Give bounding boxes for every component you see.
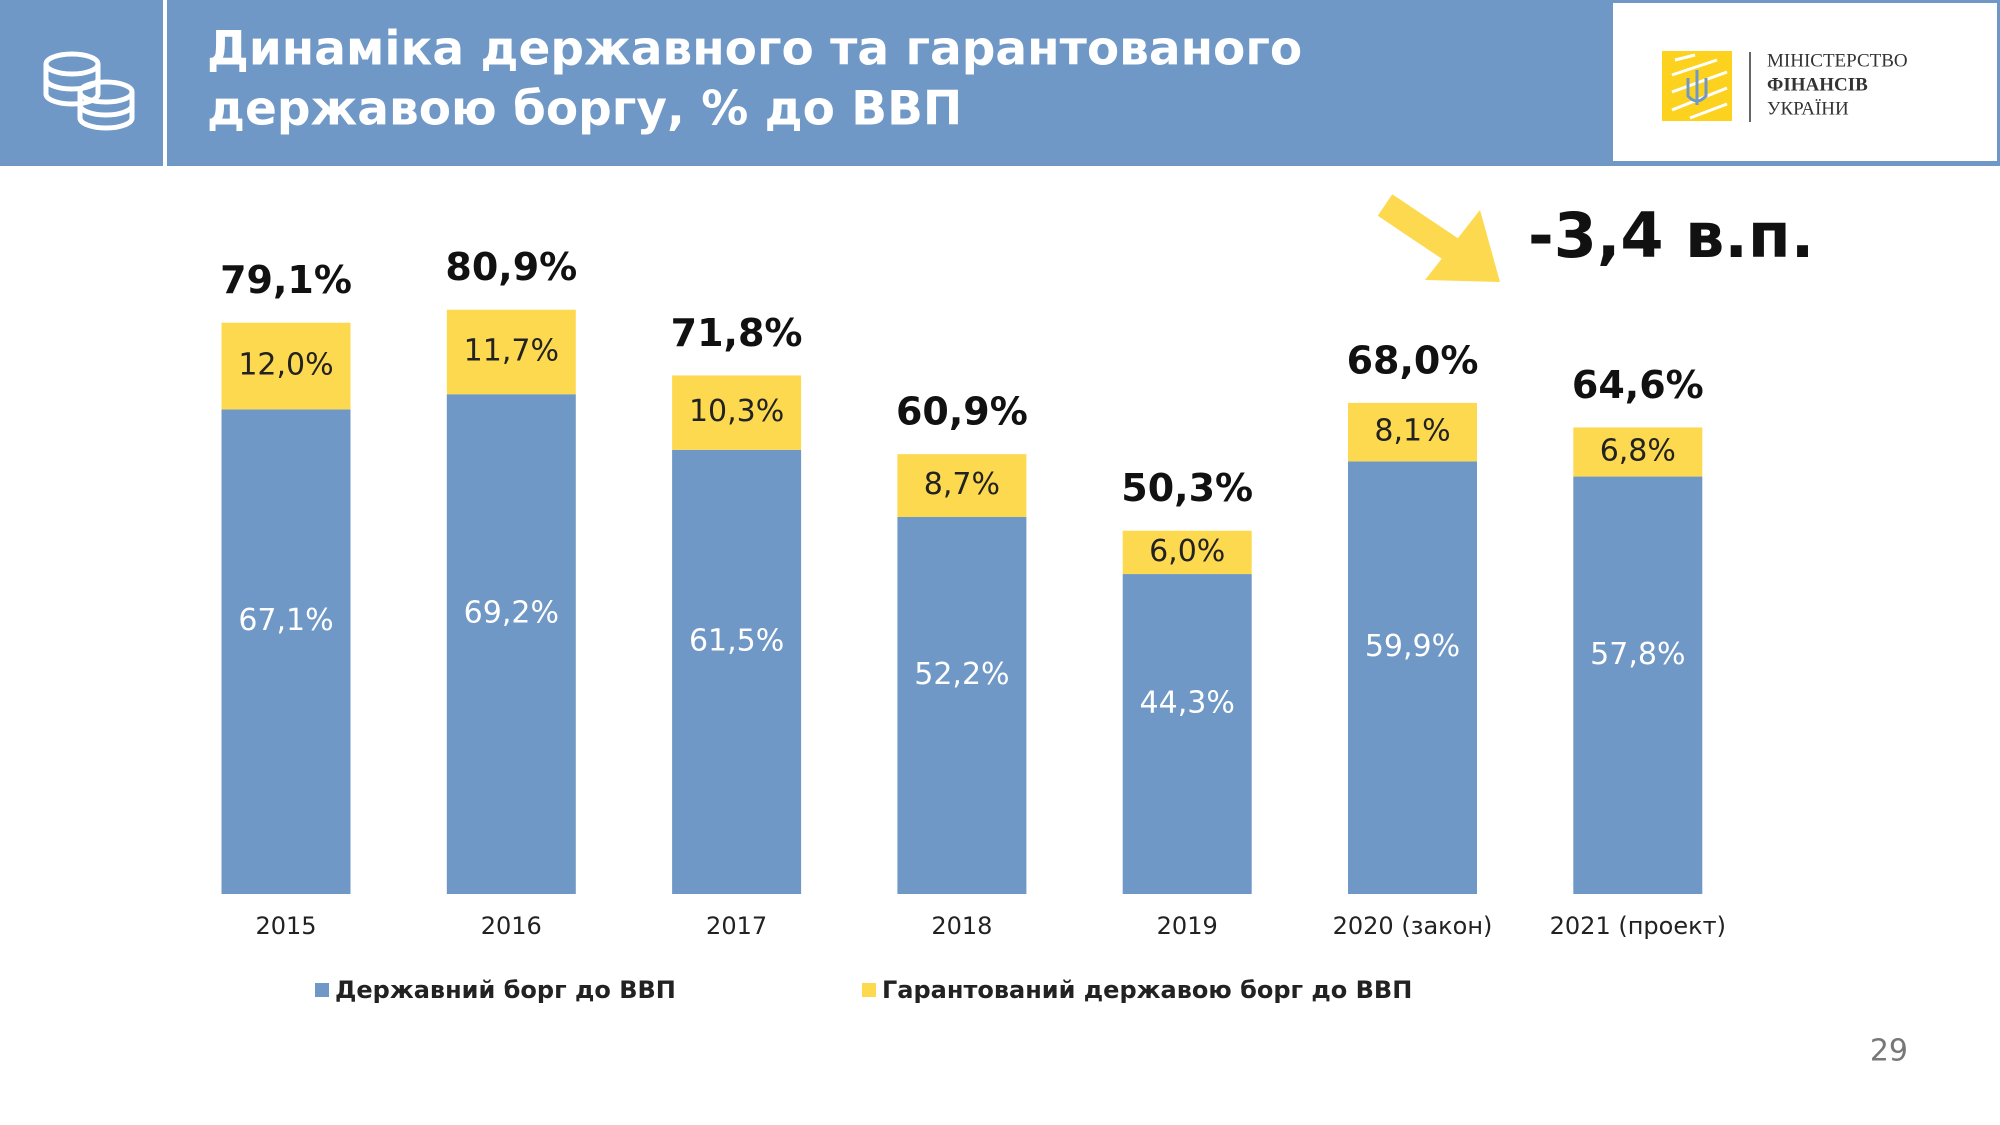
bar-segment [1573, 427, 1703, 477]
total-label: 68,0% [1347, 338, 1479, 382]
value-label: 8,7% [924, 467, 1000, 502]
annotation: -3,4 в.п. [1528, 199, 1814, 272]
x-tick-label: 2018 [931, 912, 992, 940]
coins-icon [43, 51, 135, 131]
title-line: державою боргу, % до ВВП [207, 82, 962, 137]
total-label: 50,3% [1121, 466, 1253, 510]
title-line: Динаміка державного та гарантованого [207, 22, 1302, 77]
value-label: 8,1% [1374, 414, 1450, 449]
bar-segment [446, 309, 576, 395]
x-tick-label: 2019 [1157, 912, 1218, 940]
total-label: 80,9% [445, 245, 577, 289]
x-tick-label: 2020 (закон) [1333, 912, 1493, 940]
value-label: 67,1% [238, 603, 333, 638]
bar-segment [446, 394, 576, 894]
value-label: 52,2% [914, 657, 1009, 692]
total-label: 60,9% [896, 390, 1028, 434]
value-label: 44,3% [1140, 686, 1235, 721]
legend-marker [315, 983, 329, 997]
logo-emblem [1662, 51, 1732, 121]
legend-label: Державний борг до ВВП [335, 976, 676, 1004]
value-label: 57,8% [1590, 637, 1685, 672]
bar-segment [672, 375, 802, 450]
value-label: 10,3% [689, 394, 784, 429]
bar-segment [1122, 530, 1252, 575]
logo-text: ФІНАНСІВ [1767, 74, 1868, 95]
trend-arrow [1377, 194, 1500, 282]
x-tick-label: 2021 (проект) [1550, 912, 1726, 940]
bar-segment [1348, 461, 1477, 894]
bar-segment [897, 517, 1027, 894]
header-separator [163, 0, 167, 166]
legend-marker [862, 983, 876, 997]
bar-segment [221, 409, 351, 894]
total-label: 64,6% [1572, 363, 1704, 407]
bar-segment [1122, 574, 1252, 894]
x-tick-label: 2016 [481, 912, 542, 940]
total-label: 71,8% [671, 311, 803, 355]
bar-segment [1573, 476, 1703, 894]
page-number: 29 [1870, 1034, 1908, 1069]
bar-segment [897, 454, 1027, 517]
value-label: 69,2% [464, 596, 559, 631]
bar-segment [1348, 402, 1477, 462]
logo-text: УКРАЇНИ [1767, 98, 1849, 119]
x-tick-label: 2017 [706, 912, 767, 940]
x-tick-label: 2015 [255, 912, 316, 940]
value-label: 12,0% [238, 348, 333, 383]
value-label: 6,8% [1600, 434, 1676, 469]
legend-label: Гарантований державою борг до ВВП [882, 976, 1412, 1004]
logo-text: МІНІСТЕРСТВО [1767, 50, 1908, 71]
value-label: 11,7% [464, 333, 559, 368]
value-label: 6,0% [1149, 534, 1225, 569]
value-label: 61,5% [689, 623, 784, 658]
bar-segment [672, 449, 802, 894]
total-label: 79,1% [220, 258, 352, 302]
value-label: 59,9% [1365, 629, 1460, 664]
bar-segment [221, 322, 351, 410]
